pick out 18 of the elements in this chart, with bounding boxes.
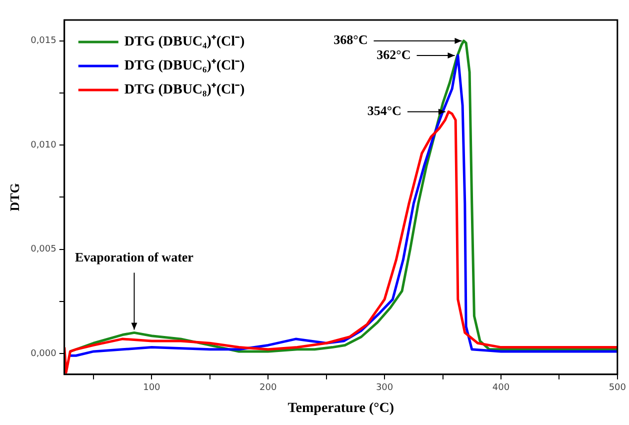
- y-tick-label: 0,010: [30, 140, 57, 150]
- y-tick-label: 0,015: [30, 36, 56, 46]
- annotation: 362°C: [376, 46, 411, 62]
- x-axis-title: Temperature (°C): [288, 401, 394, 416]
- x-tick-label: 400: [492, 383, 510, 394]
- annotation: 368°C: [334, 32, 368, 48]
- legend-label: DTG (DBUC₄)⁺(Cl⁻): [124, 34, 246, 50]
- y-tick-label: 0,000: [30, 348, 57, 359]
- x-tick-label: 300: [376, 383, 394, 394]
- x-tick-label: 500: [608, 383, 626, 394]
- y-axis-title: DTG: [7, 183, 22, 212]
- legend-label: DTG (DBUC₈)⁺(Cl⁻): [124, 82, 246, 98]
- legend-label: DTG (DBUC₆)⁺(Cl⁻): [124, 58, 246, 74]
- x-tick-label: 100: [143, 383, 161, 394]
- x-tick-label: 200: [260, 383, 277, 394]
- annotation: 354°C: [367, 103, 402, 118]
- annotation: Evaporation of water: [75, 250, 194, 265]
- y-tick-label: 0,005: [30, 244, 56, 255]
